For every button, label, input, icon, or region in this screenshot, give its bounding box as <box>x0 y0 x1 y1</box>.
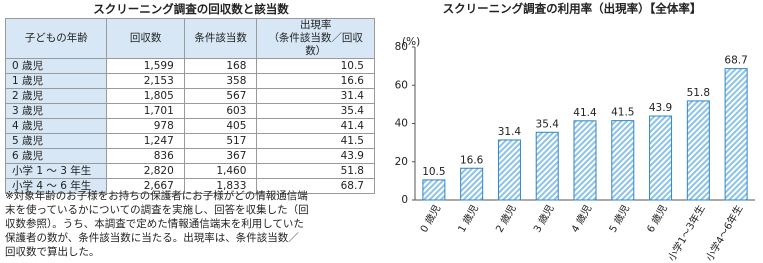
table-cell: 1,247 <box>106 133 185 149</box>
value-label: 31.4 <box>498 126 522 138</box>
value-label: 68.7 <box>724 55 747 67</box>
chart-title: スクリーニング調査の利用率（出現率）【全体率】 <box>443 2 702 16</box>
table-cell: 1,701 <box>106 103 185 119</box>
note-line: 収数参照）。うち、本調査で定めた情報通信端末を利用していた <box>5 218 304 230</box>
table-row: 1 歳児 2,153 358 16.6 <box>4 73 375 89</box>
data-table: 子どもの年齢 回収数 条件該当数 出現率 （条件該当数／回収数） 0 歳児 1,599 168… <box>4 18 375 194</box>
table-cell: 小学 4 ～ 6 年生 <box>4 178 108 194</box>
value-label: 35.4 <box>536 118 560 130</box>
value-label: 16.6 <box>460 154 484 166</box>
bar <box>497 139 521 201</box>
table-cell: 68.7 <box>256 178 375 194</box>
header-cell: 条件該当数 <box>183 18 258 59</box>
note-line: 末を使っているかについての調査を実施し、回答を収集した（回 <box>5 204 309 216</box>
header-cell: 回収数 <box>106 18 185 59</box>
bar <box>686 100 710 201</box>
x-tick-label: 1 歳児 <box>456 203 481 235</box>
bar <box>460 167 484 201</box>
table-cell: 4 歳児 <box>4 118 108 134</box>
x-tick-label: 5 歳児 <box>607 203 632 235</box>
value-label: 43.9 <box>649 102 672 114</box>
x-tick-label: 6 歳児 <box>645 203 670 235</box>
x-tick-label: 小学1～3年生 <box>665 203 708 263</box>
value-label: 10.5 <box>422 166 445 178</box>
value-label: 41.5 <box>611 107 634 119</box>
y-tick-label: 80 <box>395 41 408 53</box>
table-cell: 168 <box>183 58 258 74</box>
table-cell: 41.4 <box>256 118 375 134</box>
bar <box>724 68 748 201</box>
table-row: 小学 4 ～ 6 年生 2,667 1,833 68.7 <box>4 178 375 194</box>
table-cell: 367 <box>183 148 258 164</box>
table-cell: 51.8 <box>256 163 375 179</box>
table-cell: 41.5 <box>256 133 375 149</box>
header-line: 出現率 <box>299 19 332 31</box>
table-cell: 2,153 <box>106 73 185 89</box>
y-tick-label: 60 <box>395 79 408 91</box>
table-cell: 1,833 <box>183 178 258 194</box>
bar <box>649 115 673 201</box>
header-cell: 出現率 （条件該当数／回収数） <box>256 18 375 59</box>
bar <box>573 120 597 201</box>
x-tick-label: 3 歳児 <box>531 203 556 235</box>
table-cell: 6 歳児 <box>4 148 108 164</box>
x-tick-label: 4 歳児 <box>569 203 594 235</box>
table-row: 5 歳児 1,247 517 41.5 <box>4 133 375 149</box>
table-title: スクリーニング調査の回収数と該当数 <box>93 2 289 16</box>
y-unit: (%) <box>402 36 420 48</box>
note: ※対象年齢のお子様をお持ちの保護者にお子様がどの情報通信端 末を使っているかについ… <box>5 189 377 259</box>
table-cell: 43.9 <box>256 148 375 164</box>
x-tick-label: 小学4～6年生 <box>703 203 746 263</box>
value-label: 51.8 <box>687 87 710 99</box>
x-tick-label: 2 歳児 <box>493 203 518 235</box>
note-line: 保護者の数が、条件該当数に当たる。出現率は、条件該当数／ <box>5 232 299 244</box>
table-cell: 5 歳児 <box>4 133 108 149</box>
header-line: （条件該当数／回収数） <box>268 32 363 57</box>
table-row: 6 歳児 836 367 43.9 <box>4 148 375 164</box>
bar <box>611 120 635 201</box>
note-line: 回収数で算出した。 <box>5 246 100 258</box>
bar <box>535 131 559 201</box>
table-cell: 0 歳児 <box>4 58 108 74</box>
y-tick-label: 20 <box>395 156 408 168</box>
table-row: 4 歳児 978 405 41.4 <box>4 118 375 134</box>
y-tick-label: 0 <box>401 194 408 206</box>
table-row: 0 歳児 1,599 168 10.5 <box>4 58 375 74</box>
note-line: ※対象年齢のお子様をお持ちの保護者にお子様がどの情報通信端 <box>5 190 308 202</box>
y-tick-label: 40 <box>395 118 408 130</box>
table-cell: 2,667 <box>106 178 185 194</box>
x-tick-label: 0 歳児 <box>418 203 443 235</box>
header-row: 子どもの年齢 回収数 条件該当数 出現率 （条件該当数／回収数） <box>4 18 375 59</box>
value-label: 41.4 <box>573 107 597 119</box>
bar <box>422 179 446 201</box>
